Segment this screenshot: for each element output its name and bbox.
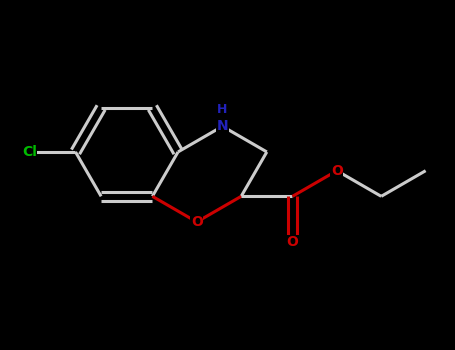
Text: O: O: [191, 215, 203, 229]
Text: O: O: [331, 164, 343, 178]
Text: Cl: Cl: [22, 145, 37, 159]
Text: O: O: [287, 236, 298, 250]
Text: N: N: [217, 119, 228, 133]
Text: H: H: [217, 104, 228, 117]
